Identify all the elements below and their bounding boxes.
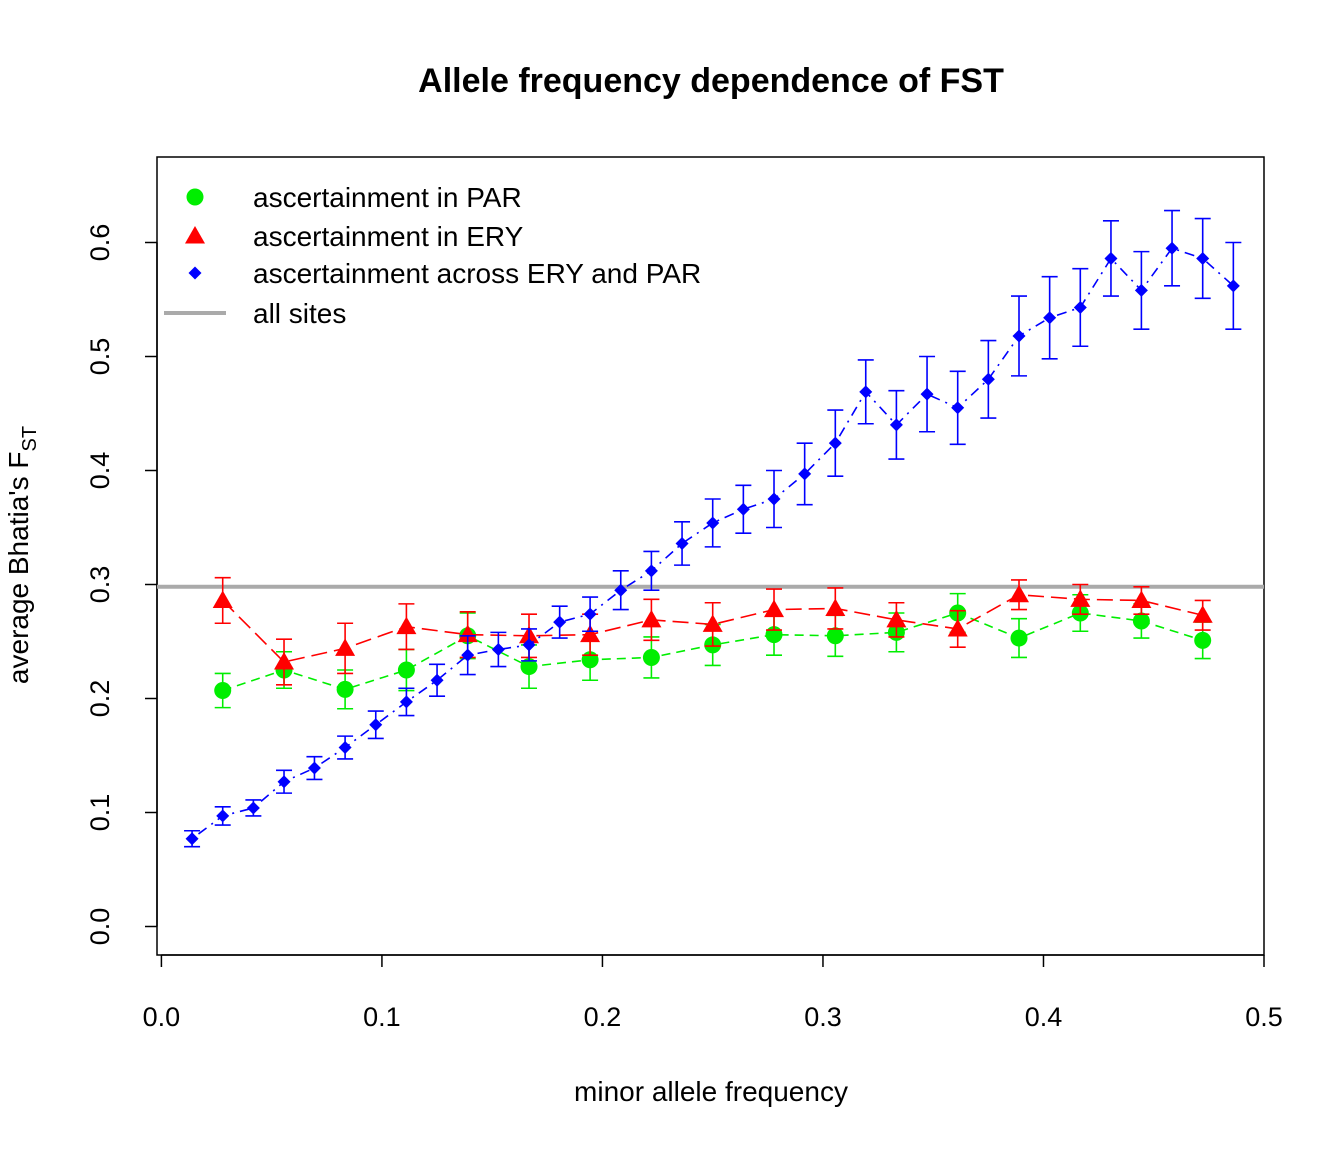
data-point [520, 658, 538, 676]
data-point [644, 564, 658, 578]
data-point [798, 467, 812, 481]
x-axis: 0.0 0.1 0.2 0.3 0.4 0.5 [143, 954, 1283, 1032]
data-point [1073, 300, 1087, 314]
data-point [246, 801, 260, 815]
data-point [828, 436, 842, 450]
data-point [185, 832, 199, 846]
series-layer [184, 209, 1242, 848]
data-point [1132, 612, 1150, 630]
y-axis: 0.0 0.1 0.2 0.3 0.4 0.5 0.6 [85, 224, 158, 946]
series-line [191, 247, 1234, 840]
data-point [399, 695, 413, 709]
y-axis-label-main: average Bhatia's F [3, 451, 34, 684]
data-point [1070, 589, 1091, 607]
data-point [1196, 251, 1210, 265]
legend-label: ascertainment across ERY and PAR [253, 258, 701, 289]
data-point [369, 718, 383, 732]
data-point [277, 775, 291, 789]
data-point [1009, 584, 1030, 603]
data-point [274, 652, 295, 670]
data-point [702, 614, 723, 632]
data-point [216, 809, 230, 823]
y-tick-label: 0.3 [85, 566, 115, 604]
legend-item: ascertainment in ERY [185, 221, 524, 252]
legend-label: all sites [253, 298, 346, 329]
data-point [614, 583, 628, 597]
data-point [675, 536, 689, 550]
data-point [461, 648, 475, 662]
data-point [859, 385, 873, 399]
data-point [212, 590, 233, 608]
data-point [336, 680, 354, 698]
data-point [430, 673, 444, 687]
x-tick-label: 0.0 [143, 1002, 181, 1032]
series-diamond [184, 209, 1242, 848]
legend-label: ascertainment in PAR [253, 182, 522, 213]
x-tick-label: 0.2 [584, 1002, 622, 1032]
data-point [764, 599, 785, 618]
x-tick-label: 0.3 [804, 1002, 842, 1032]
data-point [886, 609, 907, 628]
data-point [1012, 329, 1026, 343]
y-axis-label: average Bhatia's FST [3, 426, 41, 684]
data-point [767, 492, 781, 506]
data-point [335, 638, 356, 656]
data-point [706, 516, 720, 530]
data-point [1165, 241, 1179, 255]
data-point [826, 627, 844, 645]
data-point [457, 624, 478, 643]
data-point [491, 642, 505, 656]
series-line [222, 593, 1203, 663]
data-point [1104, 251, 1118, 265]
data-point [522, 638, 536, 652]
data-point [641, 609, 662, 628]
y-tick-label: 0.2 [85, 680, 115, 718]
data-point [307, 761, 321, 775]
data-point [1192, 605, 1213, 623]
y-tick-label: 0.6 [85, 224, 115, 262]
legend-swatch-triangle [185, 226, 205, 244]
series-triangle [212, 576, 1213, 686]
chart-title: Allele frequency dependence of FST [418, 62, 1004, 100]
x-axis-label: minor allele frequency [574, 1076, 848, 1107]
y-tick-label: 0.0 [85, 908, 115, 946]
data-point [397, 661, 415, 679]
data-point [396, 616, 417, 635]
legend-label: ascertainment in ERY [253, 221, 524, 252]
data-point [583, 607, 597, 621]
data-point [642, 648, 660, 666]
x-tick-label: 0.5 [1245, 1002, 1283, 1032]
legend: ascertainment in PAR ascertainment in ERY… [164, 182, 701, 329]
data-point [1043, 311, 1057, 325]
x-tick-label: 0.4 [1025, 1002, 1063, 1032]
data-point [1131, 590, 1152, 608]
data-point [553, 615, 567, 629]
data-point [825, 598, 846, 616]
data-point [1226, 279, 1240, 293]
data-point [736, 502, 750, 516]
y-axis-label-subscript: ST [19, 426, 41, 452]
data-point [920, 387, 934, 401]
data-point [1010, 629, 1028, 647]
data-point [951, 401, 965, 415]
data-point [981, 372, 995, 386]
legend-item: ascertainment across ERY and PAR [188, 258, 701, 289]
legend-item: ascertainment in PAR [186, 182, 522, 213]
data-point [214, 682, 232, 700]
y-tick-label: 0.4 [85, 452, 115, 490]
legend-item: all sites [164, 298, 346, 329]
data-point [338, 741, 352, 755]
data-point [1134, 283, 1148, 297]
y-tick-label: 0.1 [85, 794, 115, 832]
legend-swatch-circle [186, 188, 204, 206]
legend-swatch-diamond [188, 266, 202, 280]
x-tick-label: 0.1 [363, 1002, 401, 1032]
data-point [889, 418, 903, 432]
data-point [580, 624, 601, 643]
data-point [947, 618, 968, 637]
data-point [1194, 631, 1212, 649]
y-tick-label: 0.5 [85, 338, 115, 376]
